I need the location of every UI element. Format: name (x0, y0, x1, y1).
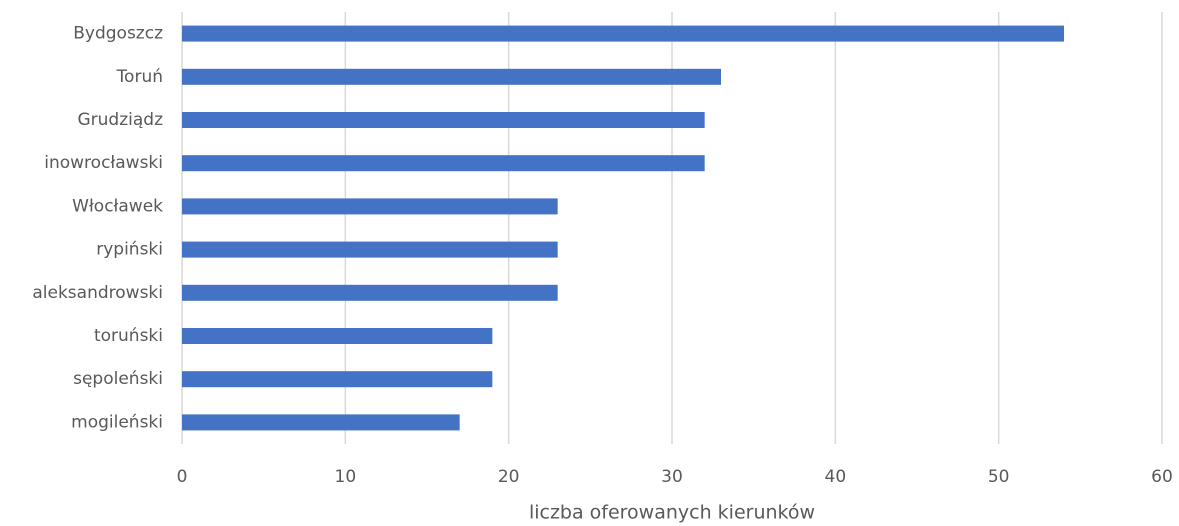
y-tick-label: aleksandrowski (32, 283, 163, 303)
y-tick-label: Włocławek (72, 196, 163, 216)
bar (182, 414, 460, 431)
x-tick-label: 30 (661, 467, 683, 487)
x-tick-label: 20 (498, 467, 520, 487)
y-tick-label: Bydgoszcz (73, 24, 163, 44)
y-tick-label: sępoleński (73, 369, 163, 389)
x-tick-label: 0 (177, 467, 188, 487)
bar (182, 328, 493, 344)
x-tick-label: 10 (335, 467, 357, 487)
x-tick-label: 40 (825, 467, 847, 487)
y-tick-label: mogileński (71, 412, 163, 432)
x-tick-label: 50 (988, 467, 1010, 487)
x-tick-label: 60 (1151, 467, 1173, 487)
y-tick-label: Toruń (116, 67, 163, 87)
y-tick-label: inowrocławski (44, 153, 163, 173)
bar (182, 371, 493, 388)
bar (182, 112, 705, 128)
x-axis-label: liczba oferowanych kierunków (529, 502, 815, 524)
bar (182, 284, 558, 301)
y-tick-label: Grudziądz (77, 110, 163, 130)
bar (182, 155, 705, 172)
bar (182, 198, 558, 215)
bar (182, 241, 558, 258)
bar (182, 25, 1064, 42)
bar (182, 68, 721, 85)
y-tick-label: toruński (94, 326, 163, 346)
y-tick-label: rypiński (96, 240, 163, 260)
